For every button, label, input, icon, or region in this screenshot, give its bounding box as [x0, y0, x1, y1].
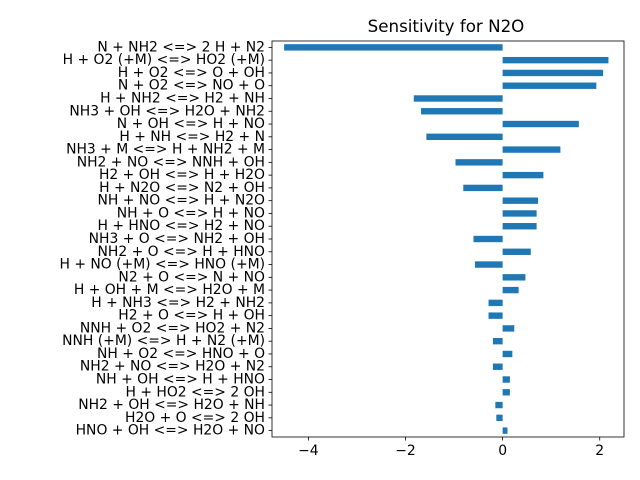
x-tick-label: 0 [498, 443, 507, 459]
bar [502, 69, 604, 77]
bar [502, 325, 515, 332]
y-tick-label: NH2 + OH <=> H2O + NH [78, 397, 265, 413]
bar [463, 184, 503, 192]
bar [492, 338, 503, 345]
x-axis: −4 −2 0 2 [298, 437, 604, 459]
y-tick-label: H2 + O <=> H + OH [118, 308, 265, 324]
x-tick-label: 2 [595, 443, 604, 459]
bar [473, 235, 503, 243]
y-tick-label: NH2 + NO <=> H2O + N2 [80, 359, 265, 375]
y-tick-label: H + O2 (+M) <=> HO2 (+M) [63, 52, 265, 68]
bar [284, 44, 503, 51]
x-tick-label: −4 [298, 443, 319, 459]
bar [492, 363, 503, 370]
y-tick-label: NNH (+M) <=> H + N2 (+M) [62, 333, 265, 349]
y-tick-label: N2 + O <=> N + NO [118, 269, 265, 285]
bar [426, 133, 503, 140]
chart-title: Sensitivity for N2O [368, 16, 525, 36]
y-tick-label: NH2 + NO <=> NNH + OH [77, 154, 265, 170]
y-tick-label: H2 + OH <=> H + H2O [99, 167, 265, 183]
y-tick-label: NH + O2 <=> HNO + O [97, 346, 265, 362]
y-tick-label: NH3 + O <=> NH2 + OH [89, 231, 265, 247]
y-tick-label: H2O + O <=> 2 OH [125, 410, 265, 426]
bar [502, 56, 609, 64]
y-tick-label: H + HO2 <=> 2 OH [125, 384, 265, 400]
y-tick-labels: N + NH2 <=> 2 H + N2H + O2 (+M) <=> HO2 … [59, 39, 272, 439]
y-tick-label: H + NO (+M) <=> HNO (+M) [59, 257, 265, 273]
bar [502, 248, 531, 255]
y-tick-label: NNH + O2 <=> HO2 + N2 [80, 320, 265, 336]
bar [502, 274, 526, 281]
bar [502, 82, 597, 89]
bar [502, 376, 510, 383]
y-tick-label: H + HNO <=> H2 + NO [97, 218, 265, 234]
y-tick-label: N + NH2 <=> 2 H + N2 [97, 39, 265, 55]
y-tick-label: N + O2 <=> NO + O [118, 78, 265, 94]
y-tick-label: H + NH2 <=> H2 + NH [100, 90, 265, 106]
bar [502, 210, 537, 217]
bar [488, 312, 503, 319]
bar [421, 108, 503, 115]
y-tick-label: NH2 + O <=> H + HNO [97, 244, 265, 260]
x-tick-label: −2 [395, 443, 415, 459]
y-tick-label: H + NH <=> H2 + N [119, 129, 265, 145]
bar [502, 427, 508, 434]
bar [488, 299, 503, 307]
bars-group [284, 44, 609, 434]
bar [495, 401, 503, 409]
y-tick-label: HNO + OH <=> H2O + NO [76, 423, 265, 439]
y-tick-label: H + NH3 <=> H2 + NH2 [91, 295, 265, 311]
bar [502, 120, 579, 128]
y-tick-label: NH + NO <=> H + N2O [98, 193, 266, 209]
y-tick-label: NH3 + OH <=> H2O + NH2 [69, 103, 265, 119]
y-tick-label: NH3 + M <=> H + NH2 + M [66, 142, 265, 158]
bar [455, 159, 503, 166]
bar [413, 95, 503, 102]
bar [502, 389, 510, 396]
y-tick-label: H + N2O <=> N2 + OH [99, 180, 265, 196]
bar [474, 261, 503, 268]
bar [496, 414, 503, 422]
bar [502, 223, 537, 230]
y-tick-label: N + OH <=> H + NO [117, 116, 265, 132]
bar [502, 350, 513, 358]
y-tick-label: H + OH + M <=> H2O + M [74, 282, 265, 298]
bar [502, 197, 539, 204]
y-tick-label: NH + O <=> H + NO [117, 205, 265, 221]
bar [502, 146, 561, 153]
bar [502, 171, 544, 179]
y-tick-label: NH + OH <=> H + HNO [96, 372, 265, 388]
y-tick-label: H + O2 <=> O + OH [118, 65, 265, 81]
bar [502, 286, 519, 294]
plot-frame [271, 40, 625, 438]
